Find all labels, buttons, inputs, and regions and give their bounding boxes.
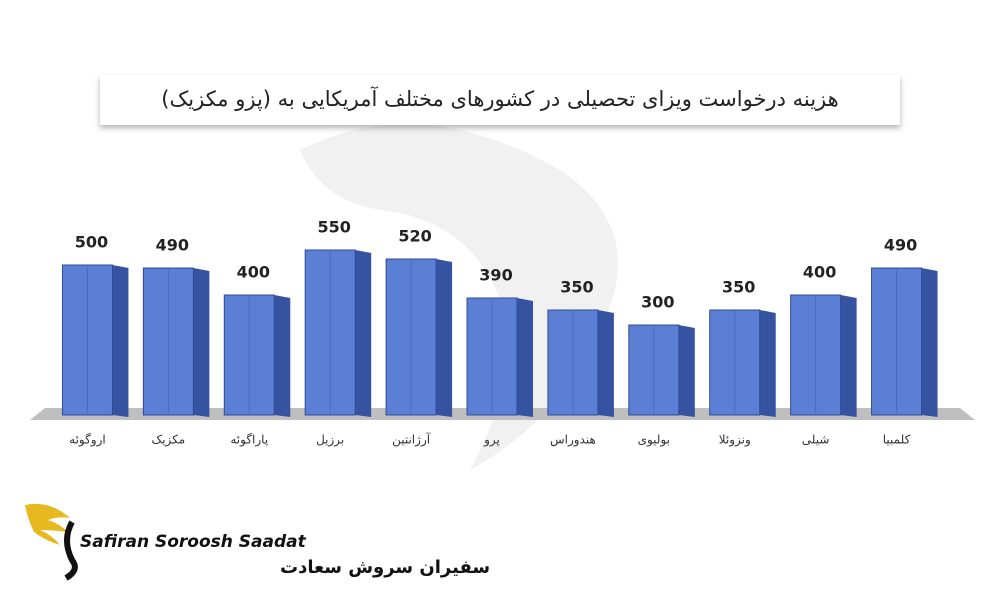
logo: Safiran Soroosh Saadat سفیران سروش سعادت (25, 503, 490, 581)
bars (61, 249, 938, 417)
logo-name-fa: سفیران سروش سعادت (280, 557, 490, 578)
bar-side (597, 310, 614, 417)
title-box (100, 75, 900, 125)
x-tick-label: مکزیک (151, 433, 185, 448)
x-tick-label: شیلی (802, 433, 830, 447)
value-label: 400 (803, 263, 836, 282)
bar-side (678, 325, 695, 417)
x-tick-label: اروگوئه (69, 433, 106, 448)
bar-side (112, 265, 129, 417)
value-label: 500 (75, 233, 108, 252)
value-label: 350 (722, 278, 755, 297)
logo-name-en: Safiran Soroosh Saadat (80, 532, 307, 552)
bar-side (193, 268, 210, 417)
chart-title: هزینه درخواست ویزای تحصیلی در کشورهای مخ… (161, 86, 838, 111)
x-tick-label: هندوراس (550, 433, 596, 448)
bar-side (921, 268, 938, 417)
x-tick-label: بولیوی (638, 433, 670, 448)
logo-bird (64, 520, 78, 581)
x-tick-label: کلمبیا (883, 433, 911, 447)
logo-wing (25, 503, 70, 545)
x-tick-label: آرژانتین (392, 432, 431, 448)
x-tick-label: پاراگوئه (230, 433, 268, 448)
value-label: 490 (156, 236, 189, 255)
watermark (300, 124, 618, 471)
bar-side (517, 298, 533, 417)
bar-side (436, 259, 453, 417)
value-label: 300 (641, 293, 674, 312)
bar-side (274, 295, 291, 417)
bar-side (355, 250, 372, 417)
value-label: 350 (560, 278, 593, 297)
bar-side (759, 310, 776, 417)
x-tick-label: پرو (483, 433, 500, 448)
value-label: 400 (237, 263, 270, 282)
value-label: 490 (884, 236, 917, 255)
x-tick-label: ونزوئلا (719, 433, 751, 448)
value-label: 550 (317, 218, 350, 237)
value-label: 520 (398, 227, 431, 246)
value-label: 390 (479, 266, 512, 285)
bar-side (840, 295, 857, 417)
x-tick-label: برزیل (316, 433, 344, 448)
